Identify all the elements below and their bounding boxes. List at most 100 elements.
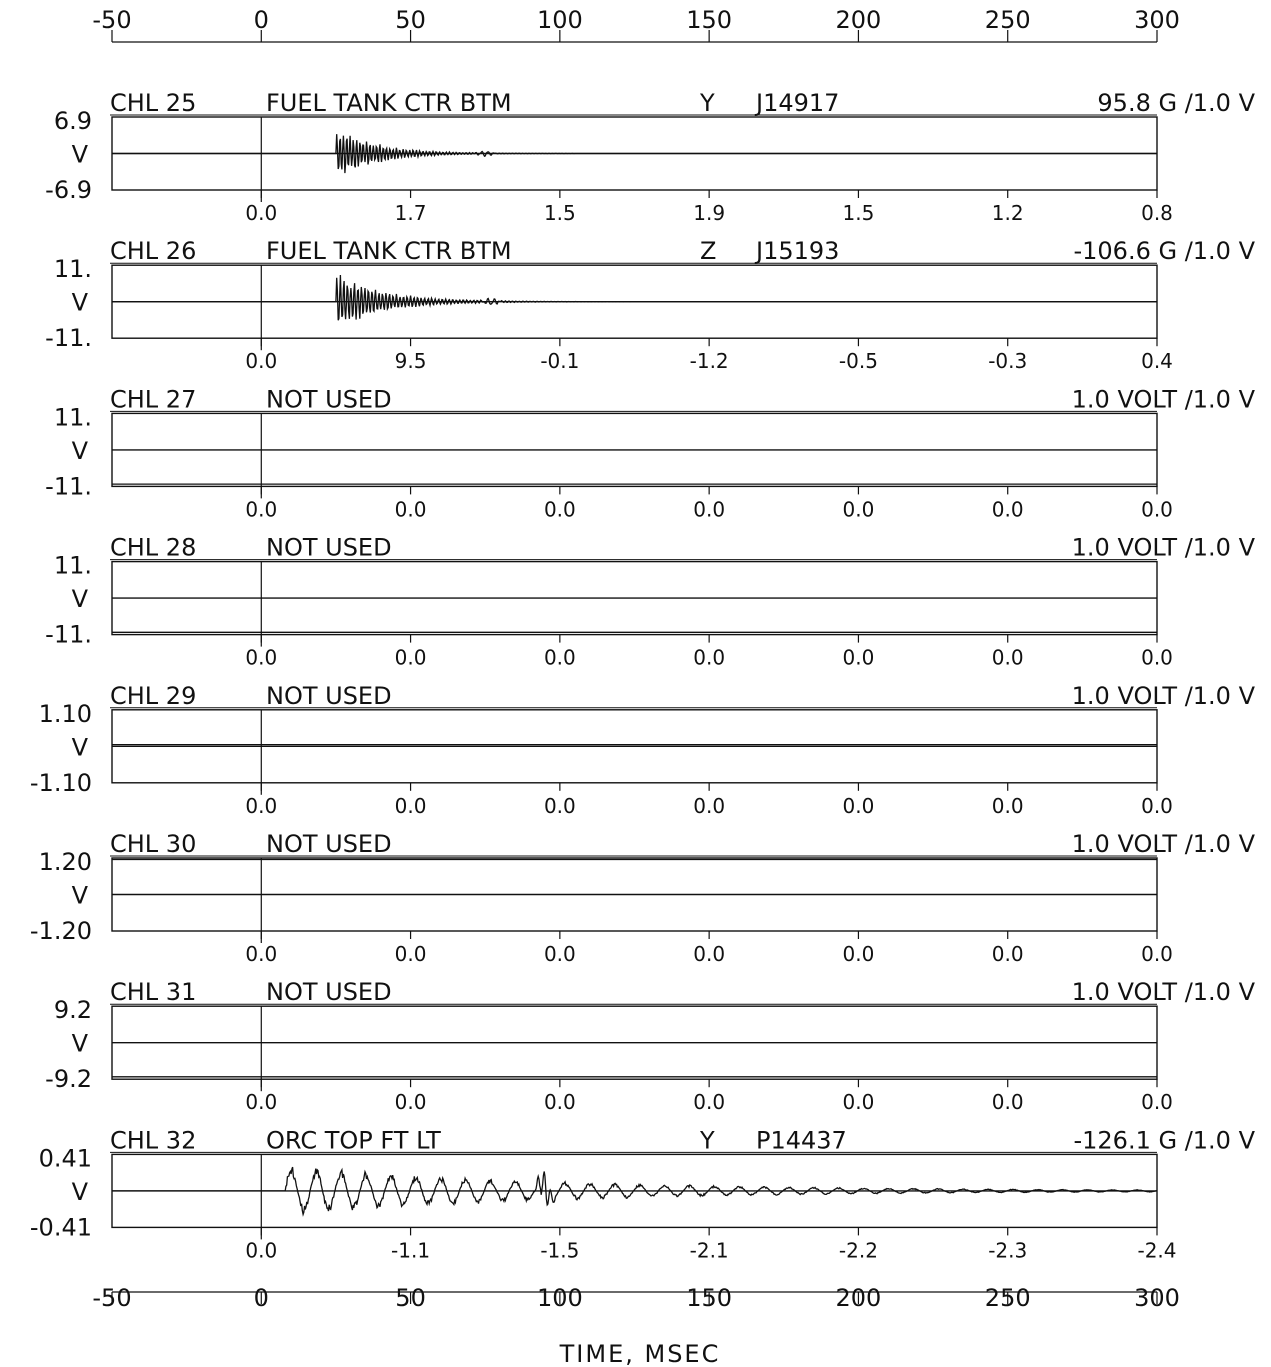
top-time-axis-tick-label: 300 <box>1134 6 1180 34</box>
channel-27-ymax-label: 11. <box>54 403 92 431</box>
channel-32-ymin-label: -0.41 <box>30 1213 92 1241</box>
channel-32-interval-value: -2.4 <box>1137 1238 1176 1262</box>
channel-26-unit-label: V <box>72 289 89 317</box>
channel-26-scale: -106.6 G /1.0 V <box>1073 237 1255 265</box>
top-time-axis-tick-label: 200 <box>836 6 882 34</box>
channel-28-interval-value: 0.0 <box>245 646 277 670</box>
channel-27-number: CHL 27 <box>110 385 196 413</box>
channel-29-interval-value: 0.0 <box>1141 794 1173 818</box>
bottom-time-axis-tick-label: 150 <box>686 1284 732 1312</box>
channel-28-interval-value: 0.0 <box>395 646 427 670</box>
channel-30-interval-value: 0.0 <box>544 942 576 966</box>
channel-25-interval-value: 0.8 <box>1141 201 1173 225</box>
top-time-axis-tick-label: 250 <box>985 6 1031 34</box>
channel-30-number: CHL 30 <box>110 830 196 858</box>
bottom-time-axis-tick-label: 200 <box>836 1284 882 1312</box>
channel-28-unit-label: V <box>72 585 89 613</box>
channel-32-interval-value: -2.1 <box>690 1238 729 1262</box>
channel-26-number: CHL 26 <box>110 237 196 265</box>
channel-32-interval-value: -2.2 <box>839 1238 878 1262</box>
channel-32-interval-value: 0.0 <box>245 1238 277 1262</box>
channel-25-serial: J14917 <box>754 89 839 117</box>
channel-29-number: CHL 29 <box>110 682 196 710</box>
channel-27-unit-label: V <box>72 437 89 465</box>
channel-28-scale: 1.0 VOLT /1.0 V <box>1072 534 1256 562</box>
channel-27-description: NOT USED <box>266 385 392 413</box>
time-axis-title: TIME, MSEC <box>559 1340 721 1367</box>
bottom-time-axis-tick-label: 50 <box>395 1284 426 1312</box>
channel-32-ymax-label: 0.41 <box>39 1144 92 1172</box>
channel-30-description: NOT USED <box>266 830 392 858</box>
channel-25-signal-trace <box>112 134 1157 174</box>
bottom-time-axis-tick-label: 0 <box>254 1284 269 1312</box>
channel-29-ymin-label: -1.10 <box>30 769 92 797</box>
channel-29-scale: 1.0 VOLT /1.0 V <box>1072 682 1256 710</box>
channel-27-interval-value: 0.0 <box>544 497 576 521</box>
channel-32-description: ORC TOP FT LT <box>266 1126 441 1154</box>
channel-26-interval-value: -0.5 <box>839 349 878 373</box>
channel-28-interval-value: 0.0 <box>1141 646 1173 670</box>
channel-28-interval-value: 0.0 <box>843 646 875 670</box>
channel-31-number: CHL 31 <box>110 978 196 1006</box>
channel-31-ymin-label: -9.2 <box>45 1065 92 1093</box>
channel-25-interval-value: 0.0 <box>245 201 277 225</box>
channel-31-unit-label: V <box>72 1030 89 1058</box>
channel-25-unit-label: V <box>72 141 89 169</box>
channel-27-interval-value: 0.0 <box>992 497 1024 521</box>
channel-29-interval-value: 0.0 <box>395 794 427 818</box>
channel-29-interval-value: 0.0 <box>544 794 576 818</box>
channel-28-interval-value: 0.0 <box>992 646 1024 670</box>
channel-26-interval-value: -0.3 <box>988 349 1027 373</box>
channel-26-ymin-label: -11. <box>45 324 92 352</box>
bottom-time-axis-tick-label: 250 <box>985 1284 1031 1312</box>
channel-30-interval-value: 0.0 <box>245 942 277 966</box>
channel-31-description: NOT USED <box>266 978 392 1006</box>
channel-29-interval-value: 0.0 <box>693 794 725 818</box>
channel-27-interval-value: 0.0 <box>395 497 427 521</box>
channel-28-interval-value: 0.0 <box>544 646 576 670</box>
channel-25-scale: 95.8 G /1.0 V <box>1097 89 1255 117</box>
channel-32-interval-value: -1.1 <box>391 1238 430 1262</box>
channel-30-interval-value: 0.0 <box>1141 942 1173 966</box>
channel-27-interval-value: 0.0 <box>1141 497 1173 521</box>
channel-25-interval-value: 1.5 <box>843 201 875 225</box>
channel-27-interval-value: 0.0 <box>693 497 725 521</box>
channel-32-serial: P14437 <box>756 1126 847 1154</box>
channel-32-interval-value: -1.5 <box>540 1238 579 1262</box>
bottom-time-axis-tick-label: -50 <box>92 1284 131 1312</box>
channel-26-interval-value: -1.2 <box>690 349 729 373</box>
channel-32-number: CHL 32 <box>110 1126 196 1154</box>
channel-26-axis: Z <box>700 237 716 265</box>
channel-32-scale: -126.1 G /1.0 V <box>1073 1126 1255 1154</box>
channel-30-unit-label: V <box>72 882 89 910</box>
channel-26-signal-trace <box>112 274 1157 321</box>
top-time-axis-tick-label: 150 <box>686 6 732 34</box>
channel-30-scale: 1.0 VOLT /1.0 V <box>1072 830 1256 858</box>
channel-31-interval-value: 0.0 <box>693 1090 725 1114</box>
channel-32-unit-label: V <box>72 1178 89 1206</box>
channel-25-interval-value: 1.2 <box>992 201 1024 225</box>
channel-30-ymin-label: -1.20 <box>30 917 92 945</box>
channel-26-serial: J15193 <box>754 237 839 265</box>
channel-30-interval-value: 0.0 <box>693 942 725 966</box>
channel-30-interval-value: 0.0 <box>843 942 875 966</box>
channel-31-interval-value: 0.0 <box>992 1090 1024 1114</box>
channel-25-interval-value: 1.9 <box>693 201 725 225</box>
channel-26-interval-value: 9.5 <box>395 349 427 373</box>
channel-31-ymax-label: 9.2 <box>54 996 92 1024</box>
channel-31-scale: 1.0 VOLT /1.0 V <box>1072 978 1256 1006</box>
channel-30-interval-value: 0.0 <box>395 942 427 966</box>
channel-31-interval-value: 0.0 <box>245 1090 277 1114</box>
top-time-axis-tick-label: 0 <box>254 6 269 34</box>
channel-27-interval-value: 0.0 <box>843 497 875 521</box>
top-time-axis-tick-label: -50 <box>92 6 131 34</box>
channel-29-ymax-label: 1.10 <box>39 700 92 728</box>
channel-27-ymin-label: -11. <box>45 472 92 500</box>
channel-29-interval-value: 0.0 <box>843 794 875 818</box>
channel-28-description: NOT USED <box>266 534 392 562</box>
channel-26-ymax-label: 11. <box>54 255 92 283</box>
channel-25-ymax-label: 6.9 <box>54 107 92 135</box>
channel-30-interval-value: 0.0 <box>992 942 1024 966</box>
channel-25-description: FUEL TANK CTR BTM <box>266 89 512 117</box>
